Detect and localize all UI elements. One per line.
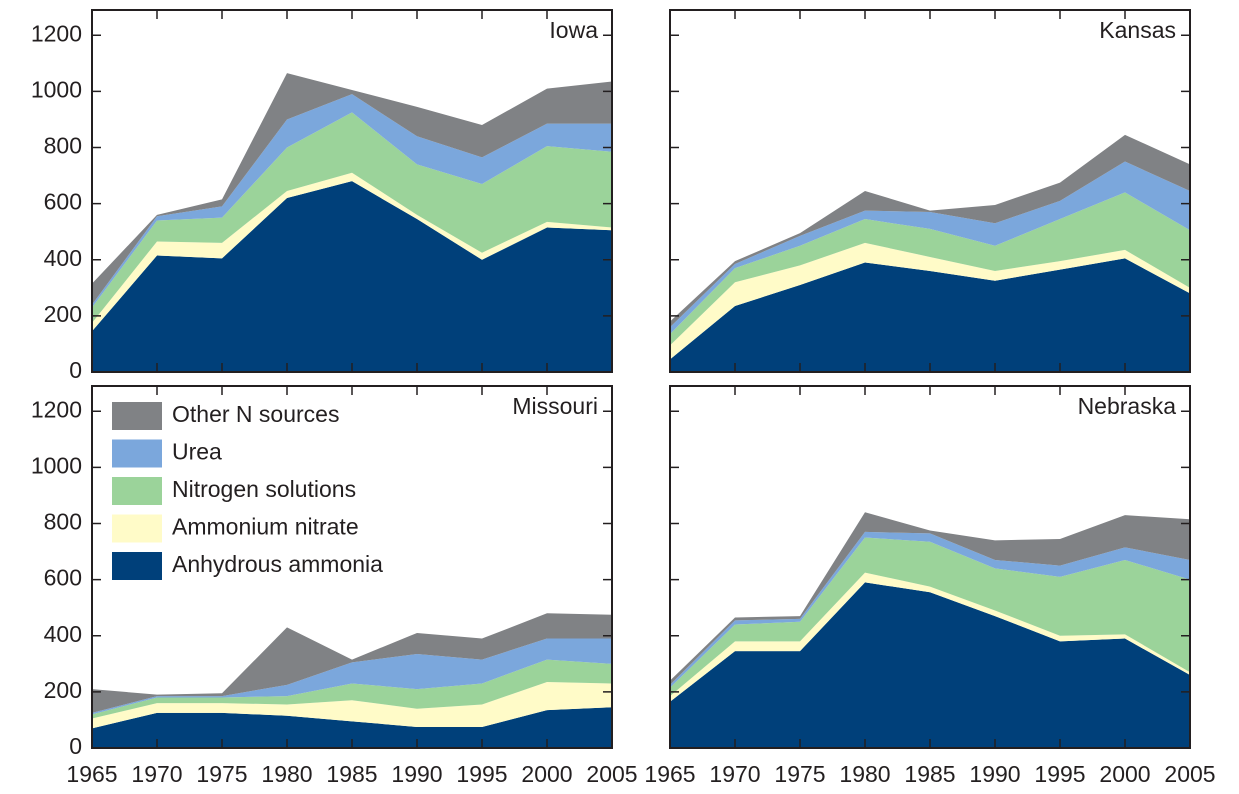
x-tick-label: 2000 <box>1099 761 1150 787</box>
legend-swatch <box>112 514 162 543</box>
area <box>92 613 612 713</box>
y-tick-label: 400 <box>44 245 82 271</box>
area <box>670 572 1190 702</box>
x-tick-label: 1985 <box>326 761 377 787</box>
panel-title: Nebraska <box>1078 393 1177 419</box>
legend-swatch <box>112 552 162 580</box>
y-tick-label: 800 <box>44 133 82 159</box>
area <box>92 172 612 332</box>
x-tick-label: 1975 <box>196 761 247 787</box>
legend-swatch <box>112 439 162 468</box>
area <box>670 242 1190 360</box>
legend-swatch <box>112 402 162 430</box>
x-tick-label: 1995 <box>1034 761 1085 787</box>
x-tick-label: 2005 <box>1164 761 1215 787</box>
area <box>92 73 612 305</box>
y-tick-label: 800 <box>44 509 82 535</box>
y-tick-label: 1000 <box>31 452 82 478</box>
x-tick-label: 1995 <box>456 761 507 787</box>
legend-label: Other N sources <box>172 401 339 427</box>
y-tick-label: 1000 <box>31 76 82 102</box>
area <box>92 659 612 719</box>
area <box>670 258 1190 372</box>
y-tick-label: 0 <box>69 357 82 383</box>
area <box>670 192 1190 346</box>
x-tick-label: 1975 <box>774 761 825 787</box>
x-tick-label: 1980 <box>261 761 312 787</box>
legend-label: Anhydrous ammonia <box>172 551 383 577</box>
x-tick-label: 1965 <box>66 761 117 787</box>
x-tick-label: 1990 <box>391 761 442 787</box>
y-tick-label: 400 <box>44 621 82 647</box>
x-tick-label: 1990 <box>969 761 1020 787</box>
area <box>92 707 612 748</box>
y-tick-label: 600 <box>44 565 82 591</box>
x-tick-label: 1965 <box>644 761 695 787</box>
area <box>92 638 612 715</box>
legend-swatch <box>112 477 162 505</box>
area <box>670 531 1190 688</box>
legend-label: Nitrogen solutions <box>172 476 356 502</box>
y-tick-label: 0 <box>69 733 82 759</box>
x-tick-label: 2005 <box>586 761 637 787</box>
x-tick-label: 1980 <box>839 761 890 787</box>
x-tick-label: 1970 <box>709 761 760 787</box>
area <box>670 134 1190 328</box>
panel-title: Missouri <box>512 393 598 419</box>
legend-label: Urea <box>172 439 222 465</box>
x-tick-label: 1970 <box>131 761 182 787</box>
x-tick-label: 2000 <box>521 761 572 787</box>
legend-label: Ammonium nitrate <box>172 514 359 540</box>
y-tick-label: 200 <box>44 677 82 703</box>
area <box>670 161 1190 335</box>
area <box>92 181 612 372</box>
area <box>670 582 1190 748</box>
y-tick-label: 1200 <box>31 396 82 422</box>
area <box>92 682 612 729</box>
x-tick-label: 1985 <box>904 761 955 787</box>
y-tick-label: 600 <box>44 189 82 215</box>
panel-title: Iowa <box>549 17 598 43</box>
area <box>92 112 612 323</box>
y-tick-label: 200 <box>44 301 82 327</box>
area <box>670 537 1190 697</box>
y-tick-label: 1200 <box>31 20 82 46</box>
panel-title: Kansas <box>1099 17 1176 43</box>
area <box>670 512 1190 685</box>
